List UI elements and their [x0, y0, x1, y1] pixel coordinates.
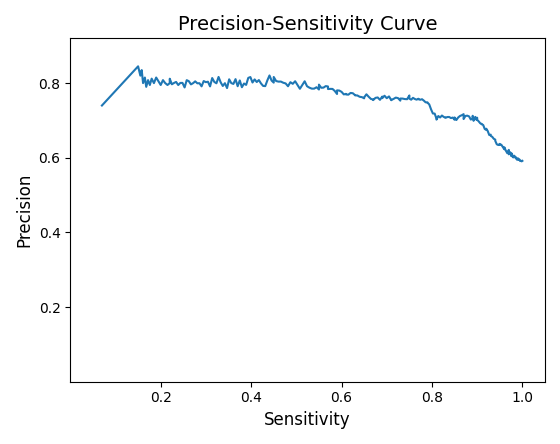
X-axis label: Sensitivity: Sensitivity — [264, 411, 351, 429]
Title: Precision-Sensitivity Curve: Precision-Sensitivity Curve — [178, 15, 437, 34]
Y-axis label: Precision: Precision — [15, 173, 33, 247]
